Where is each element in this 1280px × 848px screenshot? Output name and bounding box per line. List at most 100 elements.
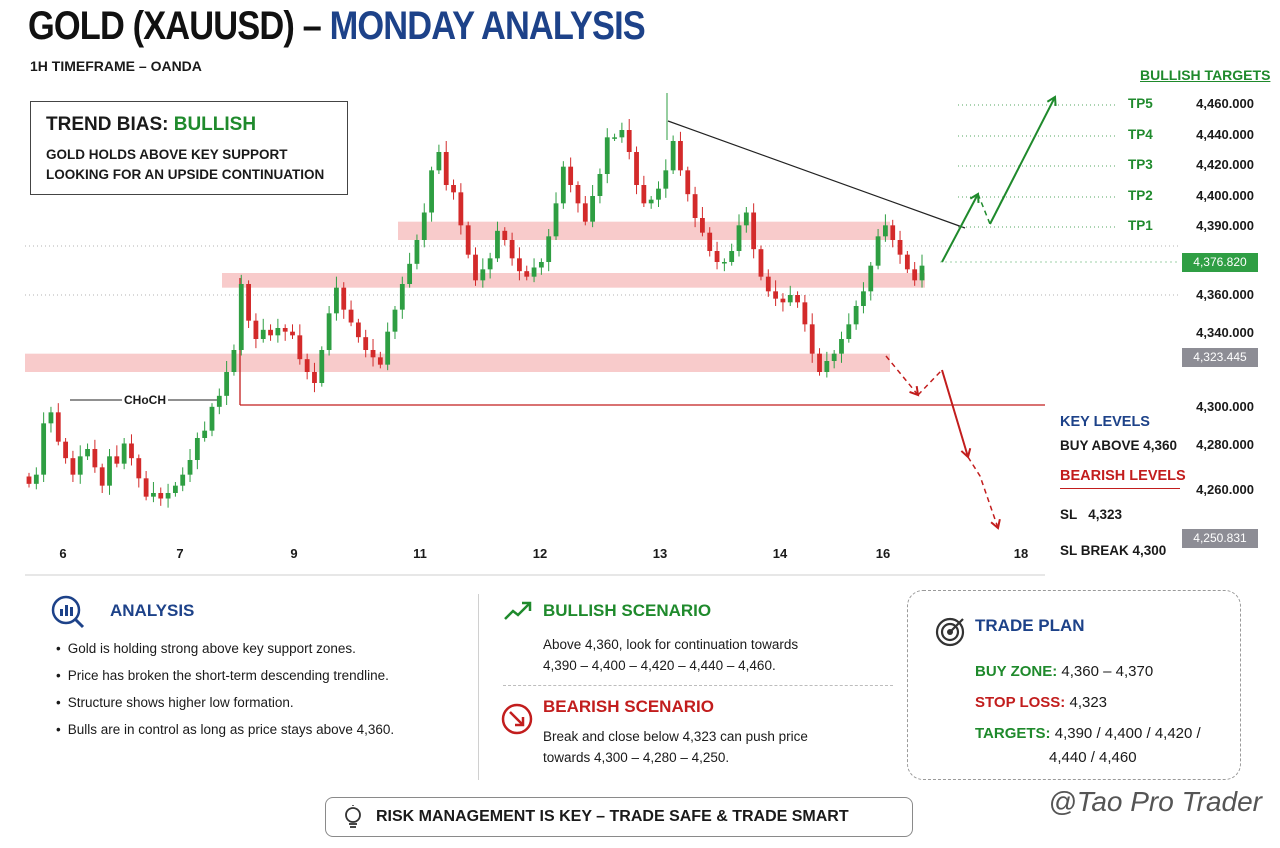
zone-1 [222,273,925,288]
candle-body [136,458,142,479]
candle-body [260,329,266,339]
candle-body [824,360,830,372]
lightbulb-icon [345,805,361,828]
candle-body [670,141,676,171]
candle-body [399,284,405,310]
bull-arrowhead-2 [1046,95,1057,107]
bullish-targets-title: BULLISH TARGETS [1140,67,1271,83]
candle-body [114,456,120,464]
analysis-magnifier-icon [51,595,85,629]
candle-body [151,492,156,497]
bearish-levels-title: BEARISH LEVELS [1060,468,1186,484]
candle-body [780,298,786,303]
watermark: @Tao Pro Trader [1048,786,1262,817]
tp-name-tp5: TP5 [1128,96,1153,111]
candle-body [553,203,559,237]
candle-body [246,284,251,321]
candle-body [700,218,705,233]
candle-body [158,492,164,499]
bear-arrowhead-3 [990,518,1001,530]
bear-dash-1 [885,355,919,396]
candle-body [853,305,859,325]
price-marker-1: 4,323.445 [1182,348,1258,367]
stop-loss-value: 4,323 [1069,694,1108,711]
candle-body [560,166,566,204]
zone-0 [398,221,890,241]
target-icon [935,617,965,647]
candle-body [729,251,735,263]
candle-body [458,192,464,226]
candle-body [831,353,837,361]
candle-body [268,329,273,336]
candle-body [802,302,808,325]
x-tick: 11 [413,546,427,561]
trend-up-icon [504,601,532,620]
candle-body [721,262,727,264]
candle-body [897,240,903,255]
candle-body [129,443,134,459]
candle-body [370,349,376,358]
candle-body [172,485,178,493]
candle-body [304,359,310,372]
candle-body [480,269,486,281]
candle-body [626,130,632,153]
candle-body [209,406,215,431]
candle-body [421,212,427,241]
candle-body [809,324,815,354]
candle-body [355,322,361,338]
candle-body [619,130,625,138]
candle-body [165,492,171,499]
candle-body [443,152,449,186]
candle-body [531,267,537,277]
candle-body [33,474,39,484]
x-tick: 14 [772,546,788,561]
candle-body [407,263,413,285]
candle-body [385,331,391,365]
candle-body [575,185,581,204]
candle-body [656,188,661,200]
candle-body [451,185,456,193]
candle-body [546,236,552,263]
candle-body [641,185,647,204]
candle-body [107,456,112,486]
bearish-scenario-line-1: Break and close below 4,323 can push pri… [543,729,808,744]
candle-body [839,338,844,354]
candle-body [765,276,771,292]
buy-zone-value: 4,360 – 4,370 [1061,663,1154,680]
candle-body [904,254,910,270]
price-chart [25,93,1180,576]
targets-label: TARGETS: [975,725,1051,742]
trend-bias-line-2: LOOKING FOR AN UPSIDE CONTINUATION [46,167,325,182]
candle-body [26,476,32,484]
tp-name-tp2: TP2 [1128,188,1153,203]
candle-body [143,478,149,497]
price-marker-2: 4,250.831 [1182,529,1258,548]
candle-body [773,291,779,299]
bullish-scenario-title: BULLISH SCENARIO [543,601,712,620]
candle-body [678,141,683,171]
candle-body [348,309,354,323]
tp-value-tp3: 4,420.000 [1196,157,1254,172]
candle-body [590,196,596,222]
candle-body [524,271,530,277]
candle-body [758,249,764,277]
candle-body [377,357,383,365]
risk-text: RISK MANAGEMENT IS KEY – TRADE SAFE & TR… [376,808,849,825]
bear-dash-3 [967,456,999,529]
candle-body [363,337,369,350]
candle-body [282,327,288,332]
x-tick: 6 [59,546,67,561]
candle-body [92,448,98,468]
buy-zone-label: BUY ZONE: [975,663,1058,680]
trade-plan-box [907,590,1241,780]
candle-body [648,199,654,204]
stop-loss-label: STOP LOSS: [975,694,1066,711]
bear-arrowhead-1 [909,385,920,397]
title-instrument: GOLD (XAUUSD) – [28,4,322,48]
trend-bias-box: TREND BIAS: BULLISH GOLD HOLDS ABOVE KEY… [30,101,348,195]
candle-body [429,170,434,213]
candle-body [817,353,822,372]
candle-body [568,166,574,186]
trend-bias-value: BULLISH [173,114,257,135]
current-price-tag: 4,376.820 [1182,253,1258,272]
